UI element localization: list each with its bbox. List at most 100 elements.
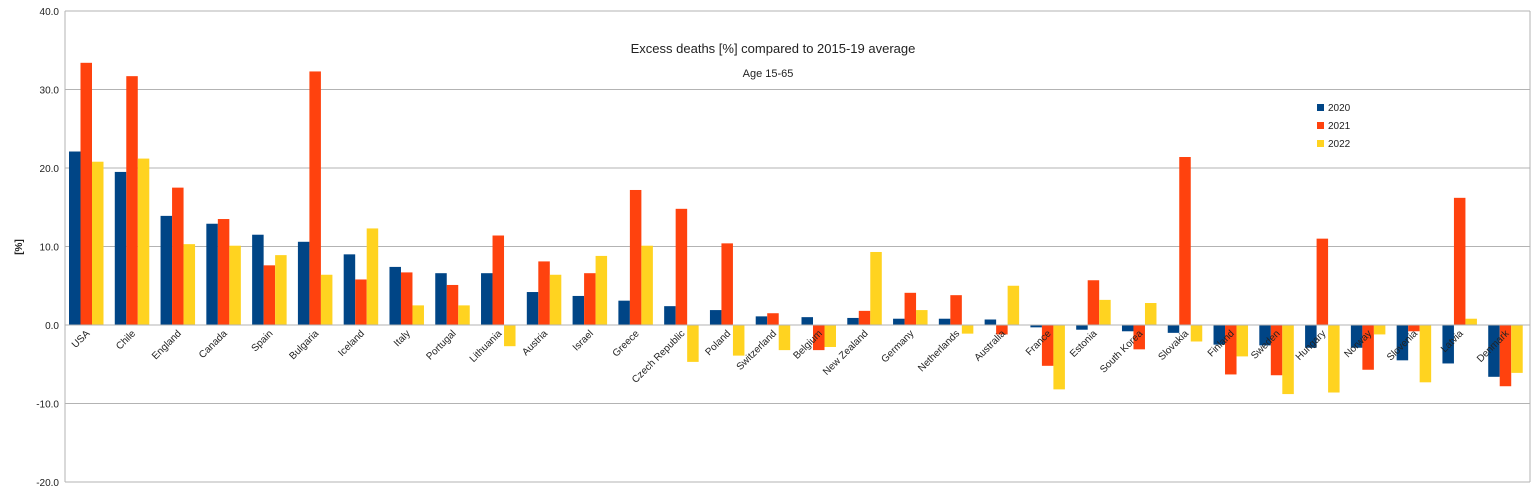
- bar-2021-italy: [400, 272, 413, 325]
- bar-2020-latvia: [1442, 325, 1454, 364]
- bar-2022-bulgaria: [320, 274, 333, 325]
- bar-2020-finland: [1213, 325, 1226, 345]
- bar-2020-austria: [526, 292, 539, 325]
- bar-2022-estonia: [1099, 299, 1111, 325]
- bar-2021-slovenia: [1408, 325, 1420, 332]
- legend-label: 2021: [1328, 121, 1351, 132]
- bar-2021-finland: [1225, 325, 1237, 375]
- bar-2020-chile: [114, 171, 127, 325]
- bar-2022-latvia: [1465, 318, 1477, 325]
- bar-2022-south-korea: [1144, 303, 1157, 325]
- legend-label: 2022: [1328, 139, 1351, 150]
- bar-2020-slovakia: [1167, 325, 1180, 333]
- bar-2020-netherlands: [938, 318, 951, 325]
- x-category-label: Poland: [703, 328, 733, 358]
- bar-2022-slovenia: [1419, 325, 1432, 383]
- bar-2020-slovenia: [1396, 325, 1409, 361]
- x-category-label: Greece: [611, 328, 642, 359]
- bar-2022-australia: [1007, 285, 1020, 325]
- bar-2021-slovakia: [1179, 157, 1191, 325]
- legend-label: 2020: [1328, 103, 1351, 114]
- legend: 2020 2021 2022: [1317, 103, 1351, 150]
- bar-2022-hungary: [1328, 325, 1340, 393]
- bar-2022-slovakia: [1190, 325, 1203, 342]
- bar-2021-usa: [80, 62, 92, 326]
- bar-2021-estonia: [1087, 280, 1100, 325]
- bar-2022-denmark: [1511, 325, 1523, 373]
- bar-series: [65, 62, 1530, 395]
- y-axis-ticks: 40.0 30.0 20.0 10.0 0.0 -10.0 -20.0: [36, 7, 59, 487]
- bar-2020-portugal: [435, 273, 447, 325]
- bar-2021-germany: [904, 292, 917, 325]
- bar-2022-czech-republic: [687, 325, 699, 362]
- bar-2020-iceland: [343, 254, 356, 325]
- bar-2021-hungary: [1316, 238, 1329, 325]
- y-tick-label: -10.0: [36, 400, 59, 411]
- bar-2022-england: [183, 244, 196, 325]
- bar-2020-south-korea: [1121, 325, 1134, 332]
- gridlines: [64, 10, 1531, 483]
- bar-2020-spain: [252, 234, 264, 325]
- bar-2021-austria: [538, 261, 550, 325]
- bar-2022-belgium: [824, 325, 836, 347]
- bar-2022-france: [1053, 325, 1065, 390]
- bar-2021-spain: [263, 265, 276, 325]
- bar-2020-bulgaria: [297, 241, 310, 325]
- bar-2022-spain: [275, 255, 287, 325]
- bar-2022-usa: [92, 161, 104, 325]
- bar-2020-norway: [1350, 325, 1363, 348]
- bar-2020-poland: [709, 310, 722, 325]
- x-category-label: Chile: [114, 328, 138, 352]
- bar-2021-israel: [584, 273, 596, 325]
- bar-2021-lithuania: [492, 235, 505, 325]
- bar-2022-lithuania: [504, 325, 516, 347]
- x-category-label: Germany: [880, 328, 917, 365]
- legend-swatch-2020: [1317, 104, 1324, 111]
- bar-2020-lithuania: [481, 273, 493, 325]
- bar-2022-italy: [412, 305, 424, 326]
- bar-2020-estonia: [1076, 325, 1088, 330]
- bar-2021-england: [172, 187, 184, 326]
- bar-2020-england: [160, 215, 173, 325]
- bar-2020-australia: [984, 319, 997, 325]
- chart-subtitle: Age 15-65: [743, 68, 794, 80]
- bar-2022-austria: [549, 274, 562, 325]
- bar-2021-new-zealand: [858, 310, 871, 325]
- bar-2021-canada: [217, 219, 230, 325]
- x-category-label: Bulgaria: [287, 328, 321, 362]
- bar-2021-netherlands: [950, 295, 962, 325]
- bar-2021-denmark: [1499, 325, 1512, 387]
- bar-2022-canada: [229, 245, 241, 325]
- bar-2020-belgium: [801, 317, 813, 325]
- bar-2020-hungary: [1305, 325, 1317, 348]
- x-category-label: Estonia: [1068, 328, 1100, 360]
- bar-2020-sweden: [1259, 325, 1271, 346]
- x-category-label: England: [150, 328, 184, 362]
- bar-2021-south-korea: [1133, 325, 1145, 350]
- x-category-label: USA: [70, 328, 93, 351]
- bar-2021-iceland: [355, 279, 367, 325]
- bar-2022-netherlands: [961, 325, 974, 334]
- chart-title: Excess deaths [%] compared to 2015-19 av…: [631, 41, 916, 56]
- bar-2021-belgium: [813, 325, 825, 351]
- bar-2021-switzerland: [767, 313, 779, 325]
- x-category-label: South Korea: [1098, 328, 1145, 375]
- x-category-label: Netherlands: [916, 328, 962, 374]
- bar-2021-chile: [126, 76, 138, 325]
- bar-2022-greece: [641, 245, 653, 325]
- x-category-label: Israel: [571, 328, 596, 353]
- x-category-label: Portugal: [424, 328, 458, 362]
- bar-2022-finland: [1236, 325, 1249, 357]
- legend-swatch-2021: [1317, 122, 1324, 129]
- bar-2020-switzerland: [755, 316, 768, 325]
- bar-2022-switzerland: [778, 325, 791, 351]
- bar-2020-usa: [69, 151, 81, 325]
- y-tick-label: 10.0: [40, 243, 60, 254]
- y-tick-label: 20.0: [40, 164, 60, 175]
- bar-2020-france: [1030, 325, 1042, 328]
- bar-2022-new-zealand: [870, 251, 882, 325]
- x-category-label: Iceland: [336, 328, 367, 359]
- x-category-label: Austria: [520, 328, 550, 358]
- y-tick-label: 30.0: [40, 86, 60, 97]
